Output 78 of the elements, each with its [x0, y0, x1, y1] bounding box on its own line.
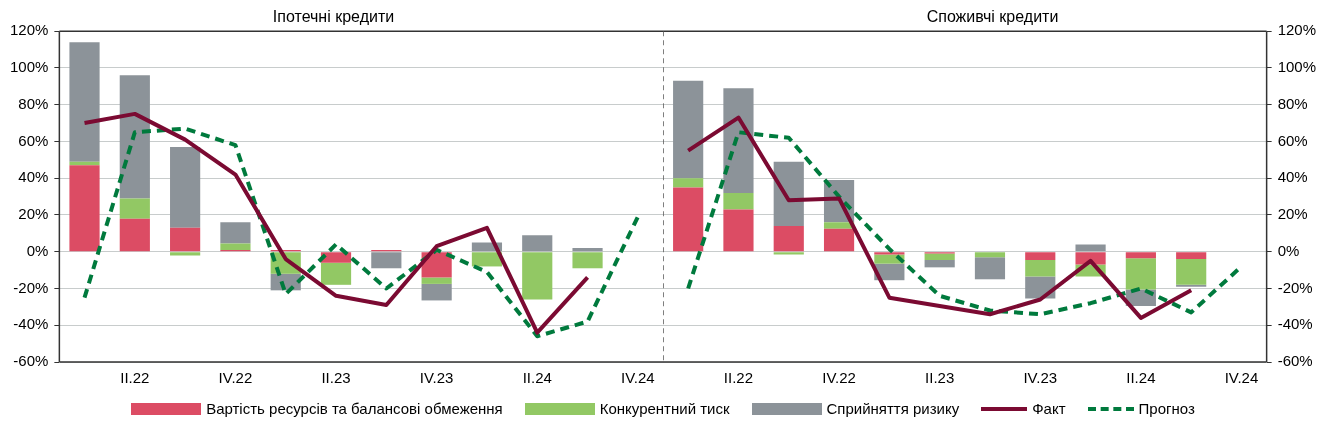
y-tick-label: 100% [9, 58, 49, 76]
y-tick-label: 40% [18, 168, 49, 186]
y-tick-label: 40% [1277, 168, 1308, 186]
bar [220, 222, 251, 244]
bar [1075, 244, 1106, 252]
y-tick-label: 20% [18, 205, 49, 223]
y-tick-label: 0% [1277, 241, 1300, 259]
chart-title: Іпотечні кредити [272, 8, 395, 26]
legend-label: Прогноз [1138, 400, 1195, 417]
y-tick-label: 20% [1277, 205, 1308, 223]
y-tick-label: -60% [13, 352, 49, 370]
y-tick-label: 60% [1277, 131, 1308, 149]
y-tick-label: 120% [1277, 21, 1317, 39]
y-tick-label: -20% [1277, 278, 1313, 296]
y-tick-label: 60% [18, 131, 49, 149]
legend-label: Сприйняття ризику [826, 400, 960, 417]
x-tick-label: II.23 [925, 369, 955, 387]
bar [522, 252, 553, 300]
bar [1176, 252, 1207, 260]
bar [1176, 259, 1207, 285]
legend-label: Конкурентний тиск [599, 400, 730, 417]
bar [119, 75, 150, 199]
bar [773, 226, 804, 252]
y-tick-label: -60% [1277, 352, 1313, 370]
x-tick-label: II.24 [522, 369, 552, 387]
bar [773, 161, 804, 226]
bar [170, 252, 201, 256]
bar [1025, 260, 1056, 277]
bar [974, 257, 1006, 280]
bar [170, 227, 201, 252]
y-tick-label: 100% [1277, 58, 1317, 76]
bar [924, 253, 955, 260]
x-tick-label: II.22 [723, 369, 754, 387]
bar [170, 146, 201, 228]
bar [1025, 252, 1056, 260]
x-tick-label: IV.24 [1224, 369, 1259, 387]
bar [723, 192, 754, 210]
bar [572, 252, 603, 269]
bar [471, 252, 503, 267]
y-tick-label: -20% [13, 278, 49, 296]
bar [673, 187, 704, 252]
x-tick-label: IV.24 [621, 369, 655, 387]
y-tick-label: 80% [18, 94, 49, 112]
legend-label: Вартість ресурсів та балансові обмеження [206, 400, 503, 417]
bar [421, 283, 452, 301]
y-tick-label: 80% [1277, 94, 1308, 112]
bar [572, 248, 603, 252]
line-series [82, 126, 640, 339]
bar [69, 42, 100, 162]
bar [723, 209, 754, 252]
bar [823, 228, 855, 252]
bar [974, 252, 1006, 258]
x-tick-label: II.23 [321, 369, 351, 387]
x-tick-label: II.24 [1126, 369, 1156, 387]
bar [119, 218, 150, 252]
bar [1125, 258, 1156, 290]
y-tick-label: 0% [26, 241, 49, 259]
bar [371, 252, 402, 269]
bar [1125, 252, 1156, 259]
chart-title: Споживчі кредити [926, 8, 1059, 26]
legend-label: Факт [1032, 400, 1066, 417]
bar [673, 178, 704, 188]
bar [119, 198, 150, 219]
bar [421, 277, 452, 284]
bar [522, 235, 553, 252]
x-tick-label: IV.23 [1023, 369, 1058, 387]
x-tick-label: IV.22 [218, 369, 253, 387]
bar [69, 165, 100, 252]
bar [220, 243, 251, 250]
x-tick-label: IV.23 [419, 369, 454, 387]
y-tick-label: 120% [9, 21, 49, 39]
x-tick-label: IV.22 [822, 369, 856, 387]
bar [924, 260, 955, 268]
y-tick-label: -40% [13, 315, 49, 333]
y-tick-label: -40% [1277, 315, 1313, 333]
x-tick-label: II.22 [120, 369, 150, 387]
bar [673, 80, 704, 179]
bar [320, 262, 352, 285]
